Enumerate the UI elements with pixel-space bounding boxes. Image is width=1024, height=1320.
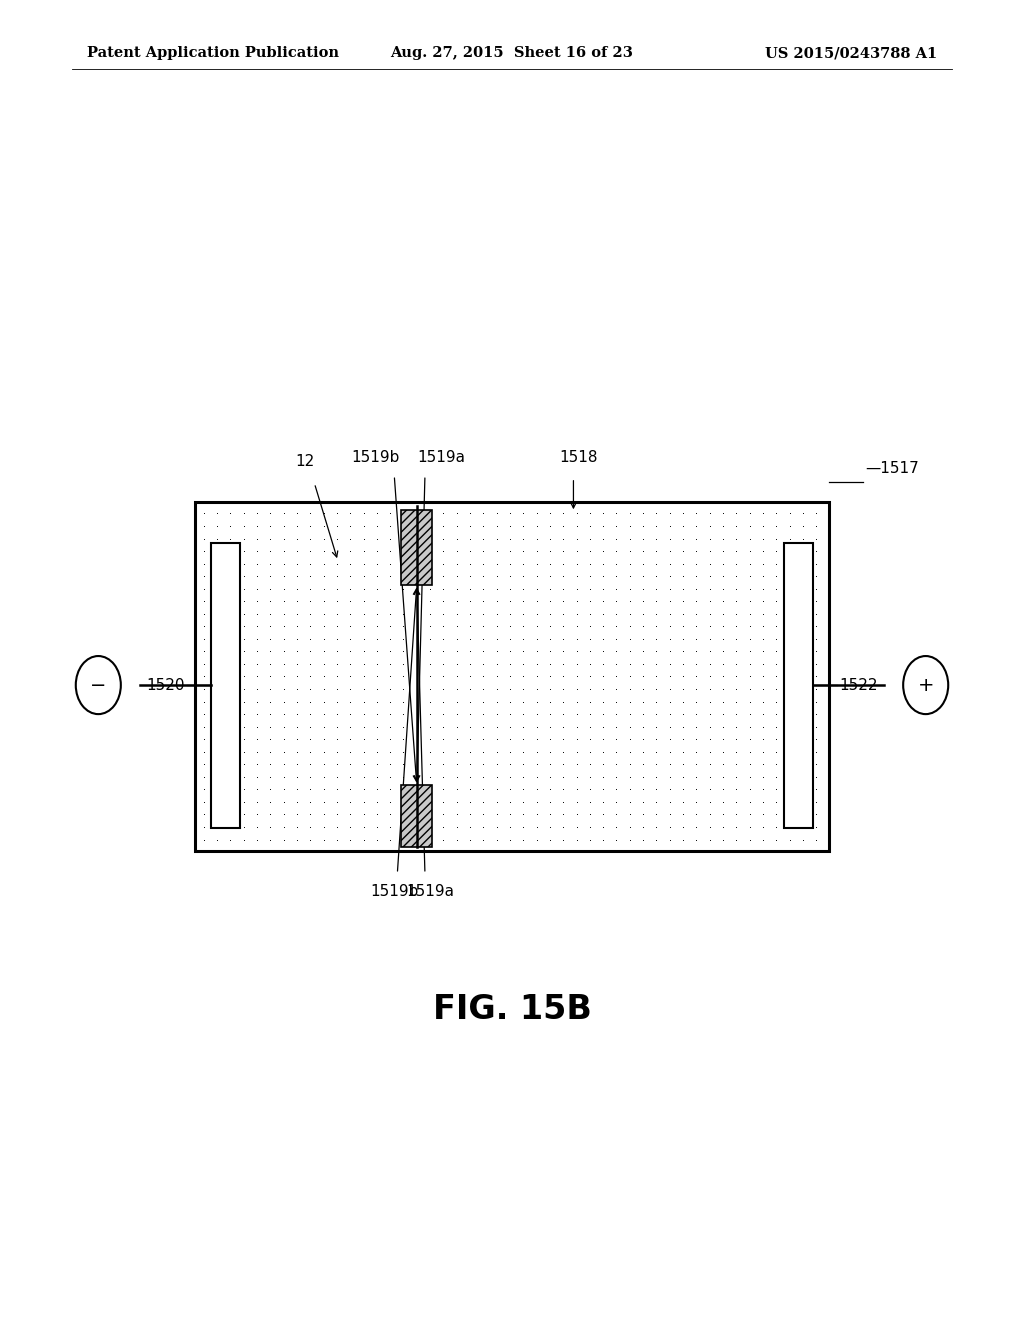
Text: 12: 12 (296, 454, 314, 469)
Text: 1519b: 1519b (351, 450, 399, 465)
Text: US 2015/0243788 A1: US 2015/0243788 A1 (765, 46, 937, 61)
Circle shape (903, 656, 948, 714)
Text: 1522: 1522 (840, 677, 879, 693)
Text: 1519a: 1519a (418, 450, 466, 465)
Text: Patent Application Publication: Patent Application Publication (87, 46, 339, 61)
Bar (784, 543, 813, 828)
Text: 1519b: 1519b (370, 884, 419, 899)
Bar (211, 543, 240, 828)
Text: FIG. 15B: FIG. 15B (432, 993, 592, 1027)
Text: —1517: —1517 (865, 461, 919, 477)
Circle shape (76, 656, 121, 714)
Bar (401, 510, 432, 585)
Bar (195, 502, 829, 851)
Bar (401, 785, 432, 847)
Text: 1518: 1518 (559, 450, 598, 465)
Text: 1520: 1520 (145, 677, 184, 693)
Text: 1519a: 1519a (407, 884, 454, 899)
Text: −: − (90, 676, 106, 694)
Text: +: + (918, 676, 934, 694)
Text: Aug. 27, 2015  Sheet 16 of 23: Aug. 27, 2015 Sheet 16 of 23 (390, 46, 634, 61)
